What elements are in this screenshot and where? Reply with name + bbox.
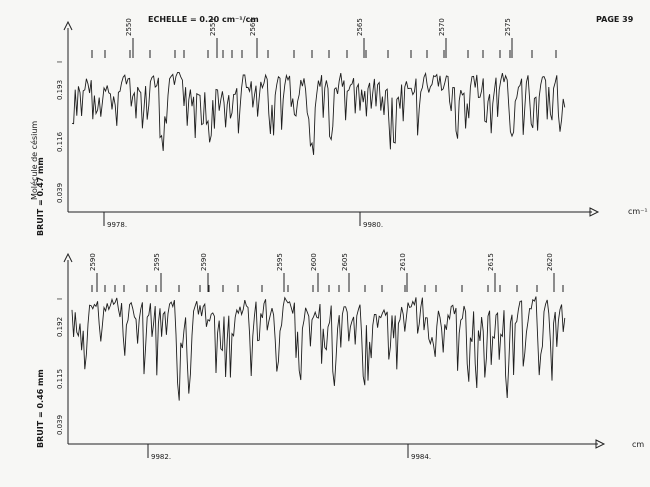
x-unit-top: cm⁻¹ [628,207,648,216]
line-number-label: 2615 [487,253,495,271]
line-number-label: 2550 [125,18,133,36]
page-number: PAGE 39 [596,15,634,24]
x-tick-label: 9984. [411,453,431,461]
spectrum-trace [71,296,566,401]
line-number-label: 2560 [249,18,257,36]
y-axis-label: I [56,61,64,63]
y-tick-label: 0.192 [56,317,64,337]
line-number-label: 2595 [276,253,284,271]
spectrum-trace [71,71,566,155]
scale-label: ECHELLE = 0.20 cm⁻¹/cm [148,15,259,24]
x-axis-arrow [595,439,606,449]
line-number-label: 2620 [546,253,554,271]
line-number-label: 2610 [399,253,407,271]
line-number-label: 2595 [153,253,161,271]
x-axis-arrow [589,207,600,217]
y-axis-arrow [63,252,73,263]
line-number-label: 2575 [504,18,512,36]
line-number-label: 2565 [356,18,364,36]
y-tick-label: 0.039 [56,415,64,435]
line-number-label: 2590 [89,253,97,271]
x-tick-label: 9982. [151,453,171,461]
line-number-label: 2605 [341,253,349,271]
y-tick-label: 0.039 [56,183,64,203]
y-axis-arrow [63,20,73,31]
y-axis-label: I [56,298,64,300]
line-number-label: 2600 [310,253,318,271]
x-tick-label: 9978. [107,221,127,229]
y-tick-label: 0.193 [56,80,64,100]
line-number-label: 2570 [438,18,446,36]
y-tick-label: 0.116 [56,131,64,152]
x-tick-label: 9980. [363,221,383,229]
y-tick-label: 0.115 [56,369,64,389]
x-unit-bottom: cm [632,440,645,449]
line-number-label: 2555 [209,18,217,36]
line-number-label: 2590 [200,253,208,271]
